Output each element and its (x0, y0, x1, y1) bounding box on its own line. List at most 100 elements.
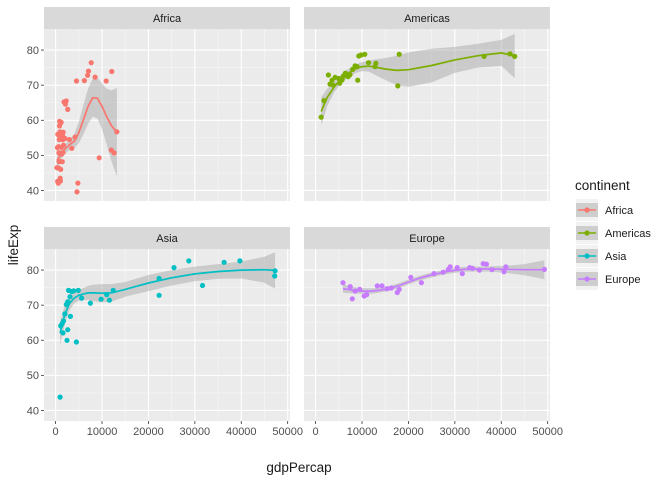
data-point (396, 51, 402, 57)
x-tick-label: 30000 (440, 426, 471, 438)
x-axis-title: gdpPercap (266, 460, 331, 475)
data-point (79, 295, 85, 301)
data-point (454, 265, 460, 271)
data-point (85, 68, 92, 74)
panel-europe: Europe 0 10000 20000 30000 40000 50000 (304, 227, 563, 438)
y-tick-label: 80 (27, 265, 39, 277)
panel-background (304, 29, 550, 201)
data-point (418, 280, 424, 286)
data-point (408, 274, 414, 280)
data-point (318, 114, 324, 120)
data-point (67, 294, 73, 300)
y-tick-label: 50 (27, 150, 39, 162)
data-point (325, 72, 331, 78)
data-point (272, 273, 278, 279)
data-point (66, 137, 73, 143)
data-point (459, 271, 465, 277)
y-tick-label: 60 (27, 335, 39, 347)
panel-background (44, 249, 290, 421)
legend-entry-asia: Asia (576, 245, 627, 267)
data-point (106, 297, 112, 303)
data-point (379, 283, 385, 289)
data-point (60, 129, 66, 135)
data-point (365, 60, 372, 66)
confidence-band-africa (56, 77, 117, 177)
panel-africa: Africa 40 50 60 70 80 (27, 7, 290, 201)
data-point (156, 292, 162, 298)
facet-label-africa: Africa (153, 13, 182, 25)
data-point (67, 313, 73, 319)
data-point (374, 283, 380, 289)
confidence-band-asia (60, 252, 276, 346)
data-point (60, 142, 67, 148)
data-point (64, 337, 70, 343)
facet-label-americas: Americas (404, 13, 450, 25)
facet-strip-americas (304, 7, 550, 29)
data-point (503, 264, 509, 270)
data-point (199, 282, 206, 289)
data-point (221, 259, 227, 265)
data-point (373, 60, 379, 66)
x-tick-label: 50000 (532, 426, 563, 438)
y-tick-label: 40 (27, 185, 39, 197)
data-point (73, 339, 79, 345)
confidence-band-americas (321, 33, 515, 126)
panel-americas: Americas (304, 7, 550, 201)
data-point (57, 394, 63, 400)
data-point (92, 74, 98, 80)
data-point (66, 287, 72, 293)
x-tick-label: 20000 (393, 426, 424, 438)
data-point (63, 98, 69, 104)
data-point (186, 258, 192, 264)
data-point (58, 119, 64, 125)
legend-key-point (584, 253, 590, 259)
y-tick-label: 60 (27, 115, 39, 127)
data-point (60, 330, 66, 336)
legend-label: Europe (605, 274, 640, 286)
data-point (109, 68, 115, 75)
x-tick-label: 40000 (486, 426, 517, 438)
panel-background (304, 249, 550, 421)
data-point (362, 51, 368, 57)
legend-label: Africa (605, 205, 634, 217)
data-point (447, 264, 453, 270)
legend-label: Americas (605, 228, 651, 240)
smooth-line-asia (59, 268, 276, 334)
x-tick-label: 0 (313, 426, 319, 438)
x-tick-label: 40000 (226, 426, 257, 438)
facet-label-europe: Europe (409, 233, 444, 245)
data-point (57, 178, 64, 184)
data-point (501, 269, 507, 275)
data-point (58, 166, 64, 172)
data-point (71, 288, 77, 294)
x-tick-label: 10000 (347, 426, 378, 438)
x-tick-label: 10000 (87, 426, 118, 438)
y-tick-label: 80 (27, 45, 39, 57)
data-point (85, 72, 91, 78)
legend-title: continent (575, 178, 630, 193)
x-tick-label: 30000 (180, 426, 211, 438)
data-point (364, 292, 370, 298)
data-point (59, 159, 65, 165)
smooth-line-africa (56, 96, 118, 162)
data-point (96, 155, 102, 161)
legend-key-point (584, 230, 590, 236)
facet-strip-europe (304, 227, 550, 249)
y-tick-label: 70 (27, 300, 39, 312)
data-point (349, 296, 355, 302)
data-point (111, 150, 117, 156)
facet-strip-asia (44, 227, 290, 249)
data-point (75, 180, 81, 186)
data-point (73, 78, 80, 84)
legend-entry-americas: Americas (576, 222, 651, 244)
y-axis-title: lifeExp (6, 225, 21, 266)
data-point (74, 189, 80, 195)
data-point (87, 300, 93, 306)
legend-key-point (584, 207, 590, 213)
data-point (65, 106, 71, 112)
panel-asia: Asia 40 50 60 70 80 0 10000 20000 30000 40000 50000 (27, 227, 303, 438)
data-point (75, 287, 81, 293)
y-tick-label: 50 (27, 370, 39, 382)
smooth-line-europe (342, 268, 545, 292)
